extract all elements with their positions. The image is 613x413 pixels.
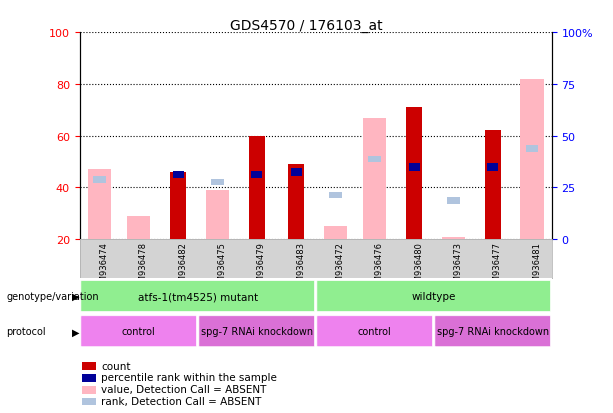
Bar bbox=[406, 108, 422, 240]
Text: count: count bbox=[101, 361, 131, 371]
Bar bbox=[82, 386, 96, 394]
Bar bbox=[82, 398, 96, 406]
Bar bbox=[249, 136, 265, 240]
FancyBboxPatch shape bbox=[317, 281, 550, 312]
Bar bbox=[82, 374, 96, 382]
Text: GSM936473: GSM936473 bbox=[454, 242, 462, 292]
Text: spg-7 RNAi knockdown: spg-7 RNAi knockdown bbox=[200, 326, 313, 337]
Text: control: control bbox=[122, 326, 156, 337]
FancyBboxPatch shape bbox=[81, 281, 314, 312]
Bar bbox=[211, 180, 224, 186]
Text: percentile rank within the sample: percentile rank within the sample bbox=[101, 373, 277, 382]
Bar bbox=[526, 146, 538, 152]
Text: genotype/variation: genotype/variation bbox=[6, 292, 99, 301]
Bar bbox=[88, 170, 111, 240]
Text: GSM936475: GSM936475 bbox=[218, 242, 226, 292]
Text: GSM936481: GSM936481 bbox=[532, 242, 541, 292]
Text: GSM936480: GSM936480 bbox=[414, 242, 423, 292]
Text: rank, Detection Call = ABSENT: rank, Detection Call = ABSENT bbox=[101, 396, 261, 406]
Text: wildtype: wildtype bbox=[411, 291, 456, 301]
Bar bbox=[127, 216, 151, 240]
Text: GSM936478: GSM936478 bbox=[139, 242, 148, 292]
Text: atfs-1(tm4525) mutant: atfs-1(tm4525) mutant bbox=[138, 291, 257, 301]
Text: GSM936482: GSM936482 bbox=[178, 242, 187, 292]
Bar bbox=[251, 171, 262, 179]
Bar bbox=[170, 173, 186, 240]
Bar bbox=[93, 177, 105, 183]
Text: GSM936474: GSM936474 bbox=[99, 242, 109, 292]
Text: ▶: ▶ bbox=[72, 292, 80, 301]
Text: GSM936472: GSM936472 bbox=[335, 242, 345, 292]
Bar bbox=[408, 164, 419, 171]
Text: spg-7 RNAi knockdown: spg-7 RNAi knockdown bbox=[436, 326, 549, 337]
Bar bbox=[447, 197, 460, 204]
Bar bbox=[441, 237, 465, 240]
FancyBboxPatch shape bbox=[199, 316, 314, 347]
FancyBboxPatch shape bbox=[435, 316, 550, 347]
Text: GSM936477: GSM936477 bbox=[493, 242, 501, 292]
Text: ▶: ▶ bbox=[72, 327, 80, 337]
FancyBboxPatch shape bbox=[81, 316, 197, 347]
Bar bbox=[363, 118, 387, 240]
Text: control: control bbox=[358, 326, 392, 337]
Bar bbox=[291, 169, 302, 176]
Bar bbox=[205, 190, 229, 240]
Bar bbox=[82, 363, 96, 370]
Bar bbox=[329, 192, 341, 199]
Bar bbox=[324, 227, 347, 240]
Bar bbox=[487, 164, 498, 171]
Text: GSM936483: GSM936483 bbox=[296, 242, 305, 292]
Bar bbox=[368, 156, 381, 163]
Bar bbox=[520, 79, 544, 240]
Bar bbox=[172, 171, 183, 179]
Text: GSM936476: GSM936476 bbox=[375, 242, 384, 292]
Text: GDS4570 / 176103_at: GDS4570 / 176103_at bbox=[230, 19, 383, 33]
Bar bbox=[288, 165, 304, 240]
Text: GSM936479: GSM936479 bbox=[257, 242, 265, 292]
FancyBboxPatch shape bbox=[317, 316, 433, 347]
Text: value, Detection Call = ABSENT: value, Detection Call = ABSENT bbox=[101, 385, 266, 394]
Bar bbox=[485, 131, 501, 240]
Text: protocol: protocol bbox=[6, 327, 46, 337]
